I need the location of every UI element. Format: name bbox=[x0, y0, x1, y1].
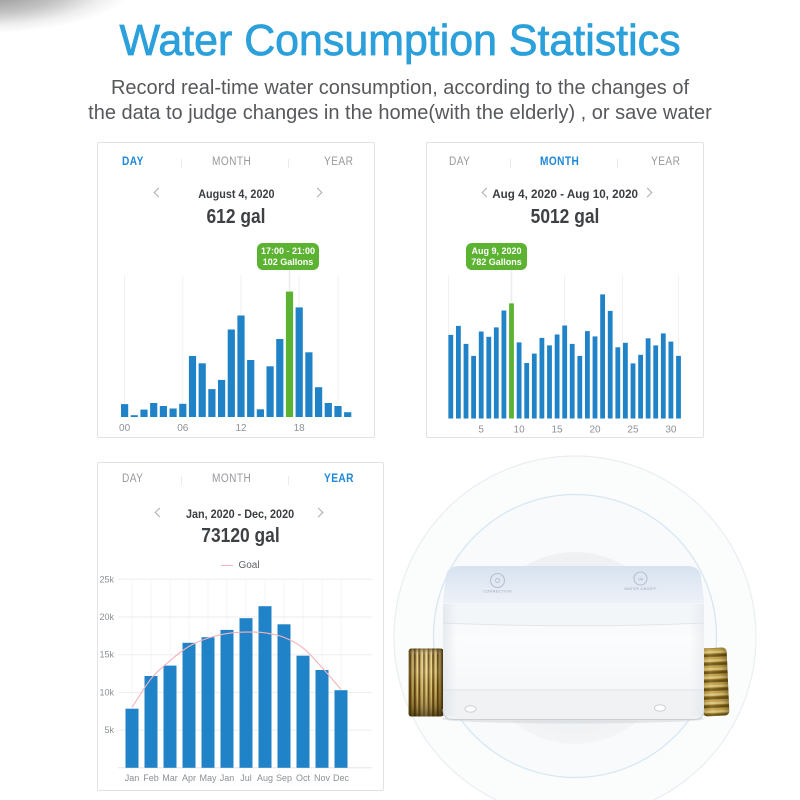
svg-text:10k: 10k bbox=[99, 687, 114, 697]
svg-text:00: 00 bbox=[119, 423, 131, 434]
svg-text:Mar: Mar bbox=[162, 773, 178, 783]
svg-text:Nov: Nov bbox=[314, 773, 331, 783]
svg-text:25: 25 bbox=[627, 425, 639, 436]
svg-text:Aug: Aug bbox=[257, 773, 273, 783]
svg-text:Apr: Apr bbox=[182, 773, 196, 783]
svg-text:20k: 20k bbox=[99, 612, 114, 622]
svg-text:15k: 15k bbox=[99, 650, 114, 660]
svg-text:WATER ON/OFF: WATER ON/OFF bbox=[624, 587, 657, 591]
svg-text:Dec: Dec bbox=[333, 773, 350, 783]
svg-text:10: 10 bbox=[514, 425, 526, 436]
svg-text:Sep: Sep bbox=[276, 773, 292, 783]
svg-text:Jan: Jan bbox=[220, 773, 235, 783]
svg-text:18: 18 bbox=[294, 423, 306, 434]
svg-text:30: 30 bbox=[665, 425, 677, 436]
svg-text:ON: ON bbox=[638, 578, 644, 582]
svg-text:5k: 5k bbox=[104, 725, 114, 735]
svg-text:Jan: Jan bbox=[125, 773, 140, 783]
svg-text:May: May bbox=[199, 773, 217, 783]
svg-text:Jul: Jul bbox=[240, 773, 252, 783]
svg-text:CONNECTION: CONNECTION bbox=[483, 590, 512, 594]
svg-text:12: 12 bbox=[235, 423, 247, 434]
svg-text:25k: 25k bbox=[99, 574, 114, 584]
svg-text:5: 5 bbox=[478, 425, 484, 436]
svg-text:20: 20 bbox=[589, 425, 601, 436]
svg-text:Feb: Feb bbox=[143, 773, 159, 783]
svg-text:Oct: Oct bbox=[296, 773, 311, 783]
svg-text:06: 06 bbox=[177, 423, 189, 434]
svg-text:15: 15 bbox=[551, 425, 563, 436]
